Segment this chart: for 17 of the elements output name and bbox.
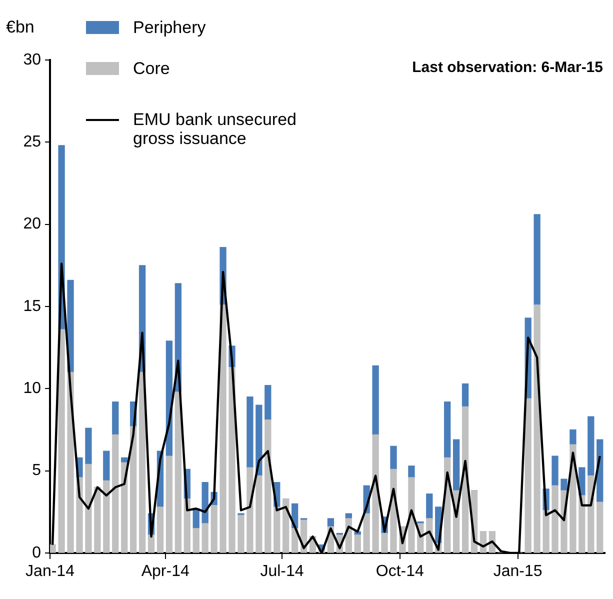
legend-label: EMU bank unsecured gross issuance xyxy=(133,110,298,148)
y-tick-label: 5 xyxy=(32,462,42,480)
y-tick-label: 0 xyxy=(32,544,42,562)
x-tick-label: Jan-14 xyxy=(26,563,75,580)
y-tick-label: 15 xyxy=(23,298,42,315)
y-tick-label: 25 xyxy=(23,134,42,151)
annotation: Last observation: 6-Mar-15 xyxy=(412,59,603,76)
y-axis-title: €bn xyxy=(6,18,34,37)
y-tick-label: 20 xyxy=(23,216,42,233)
legend-label: Periphery xyxy=(133,18,207,37)
y-tick-label: 10 xyxy=(23,380,42,398)
x-tick-label: Oct-14 xyxy=(376,563,424,580)
x-tick-label: Jul-14 xyxy=(260,563,304,580)
y-tick-label: 30 xyxy=(23,51,42,68)
x-tick-label: Apr-14 xyxy=(141,563,190,580)
legend-label: Core xyxy=(133,59,171,78)
x-tick-label: Jan-15 xyxy=(493,563,542,580)
